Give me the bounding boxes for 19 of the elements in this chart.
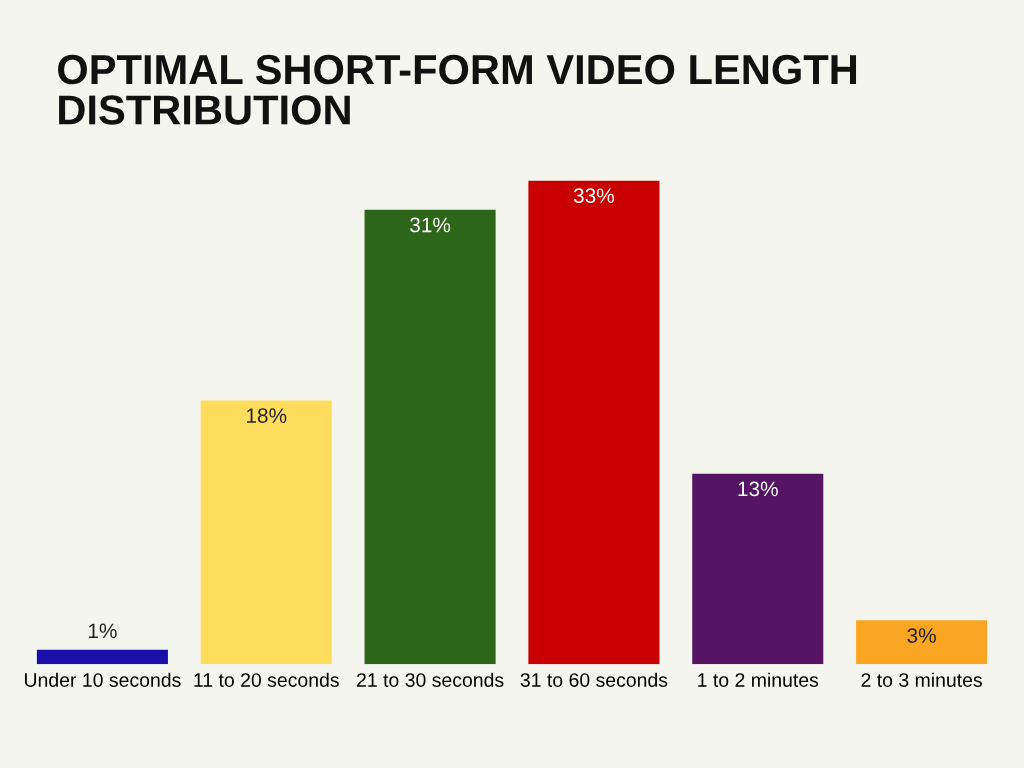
x-tick-label: 2 to 3 minutes	[861, 672, 982, 687]
data-label: 31%	[410, 217, 451, 233]
x-tick-label: 11 to 20 seconds	[194, 672, 339, 687]
chart-title: OPTIMAL SHORT-FORM VIDEO LENGTH DISTRIBUTION	[58, 54, 857, 125]
bar	[528, 180, 660, 665]
data-label: 13%	[738, 481, 778, 497]
x-tick-label: Under 10 seconds	[25, 672, 181, 687]
data-label: 18%	[246, 408, 287, 423]
data-label: 3%	[907, 628, 936, 643]
bar	[364, 209, 496, 665]
data-label: 33%	[573, 188, 615, 204]
bar	[200, 400, 332, 665]
x-tick-label: 21 to 30 seconds	[357, 672, 504, 687]
bar	[36, 649, 168, 665]
data-label: 1%	[88, 623, 117, 639]
bar	[692, 473, 824, 665]
x-tick-label: 31 to 60 seconds	[520, 672, 668, 687]
bar	[856, 620, 988, 665]
x-tick-label: 1 to 2 minutes	[698, 672, 819, 687]
